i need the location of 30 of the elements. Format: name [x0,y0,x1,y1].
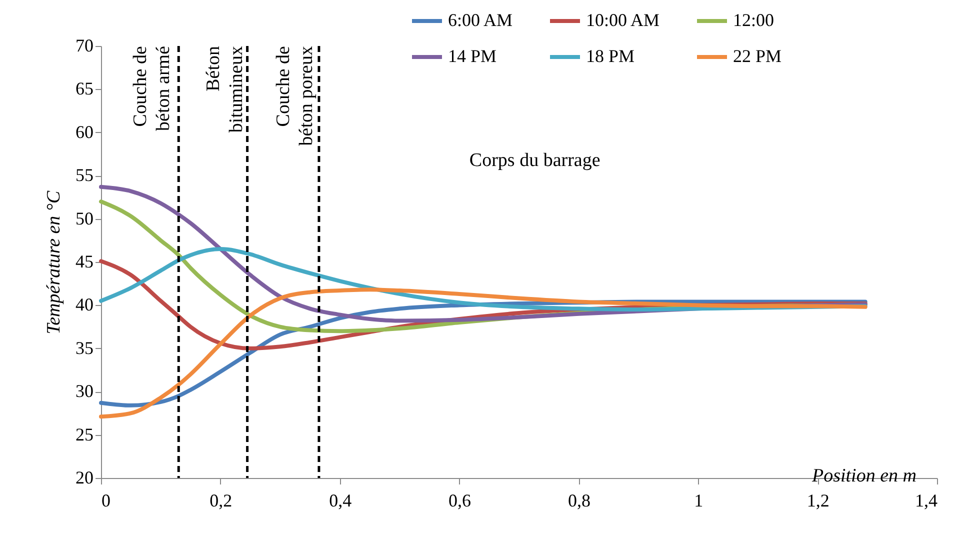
x-tick-label: 0,4 [329,490,352,510]
y-tick-label: 40 [76,294,94,315]
y-tick-label: 65 [76,78,94,99]
legend-label: 14 PM [448,46,497,66]
y-tick-label: 35 [76,338,94,358]
y-tick-label: 20 [76,468,94,488]
legend-label: 18 PM [586,46,635,66]
y-axis-title: Température en °C [44,190,64,334]
y-tick-label: 55 [76,165,94,186]
line-series [99,288,868,419]
legend-label: 10:00 AM [586,10,660,30]
legend-label: 6:00 AM [448,10,513,30]
legend-label: 12:00 [733,10,774,30]
x-tick-label: 0,2 [210,490,232,510]
x-axis-title: Position en m [811,466,916,486]
x-tick-label: 1,2 [806,490,830,510]
y-tick-label: 50 [76,208,94,228]
y-tick-label: 70 [76,36,94,56]
y-tick-label: 60 [76,122,94,142]
legend-label: 22 PM [733,46,782,66]
x-tick-label: 0,8 [568,490,590,510]
annotation: Corps du barrage [469,150,600,172]
annotation: Couche de béton armé [130,46,174,131]
x-tick-label: 1,4 [915,490,938,510]
y-tick-label: 25 [76,424,94,444]
x-tick-label: 1 [694,490,704,510]
y-tick-label: 30 [76,381,94,402]
y-tick-label: 45 [76,252,94,272]
x-tick-label: 0 [102,490,110,510]
x-tick-label: 0,6 [448,490,472,510]
